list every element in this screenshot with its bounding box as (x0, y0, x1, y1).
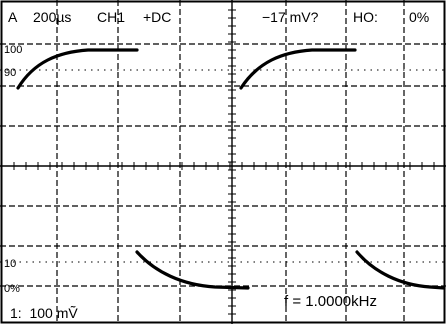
falling-edge-2 (355, 250, 446, 290)
marker-100: 100 (4, 44, 22, 56)
waveform-trace (16, 48, 446, 290)
marker-10: 10 (4, 258, 16, 270)
channel-label: CH1 (97, 9, 125, 25)
falling-edge-1 (135, 250, 250, 290)
horizontal-gridlines (0, 43, 446, 287)
reference-dotted-lines (0, 69, 446, 263)
holdoff-value: 0% (409, 9, 429, 25)
marker-0: 0% (4, 283, 20, 295)
axis-ticks (1, 1, 435, 323)
holdoff-label: HO: (353, 9, 378, 25)
marker-90: 90 (4, 67, 16, 79)
channel-scale-readout: 1: 100 mṼ (10, 305, 78, 321)
channel-a-label: A (8, 9, 18, 25)
timebase-readout: 200µs (33, 9, 71, 25)
footer-readout: 1: 100 mṼ f = 1.0000kHz (10, 293, 377, 321)
header-readout: A 200µs CH1 +DC −17 mV? HO: 0% (8, 9, 429, 25)
frequency-readout: f = 1.0000kHz (284, 293, 377, 310)
trigger-level-readout: −17 mV? (262, 9, 319, 25)
rising-edge-1 (16, 48, 139, 90)
coupling-label: +DC (143, 9, 171, 25)
percent-markers: 100 90 10 0% (4, 44, 22, 295)
rising-edge-2 (239, 48, 357, 90)
